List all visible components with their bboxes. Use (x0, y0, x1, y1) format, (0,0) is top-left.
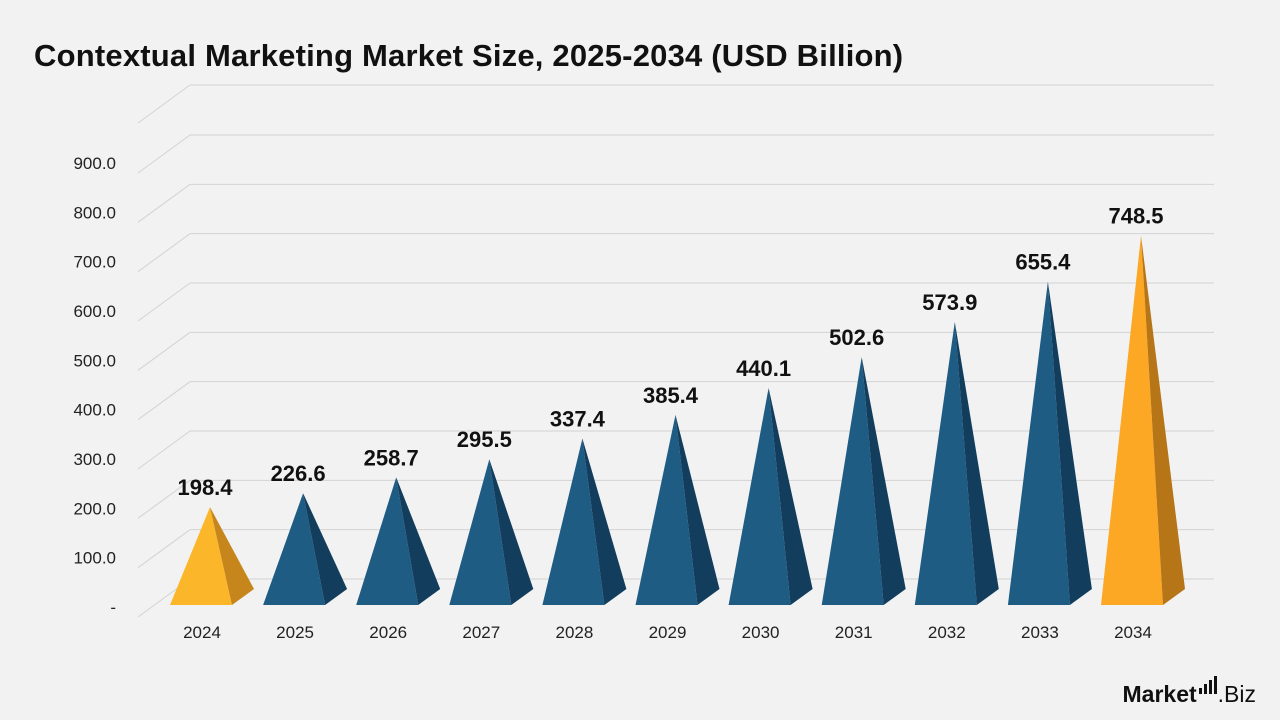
bar-front-face (356, 477, 419, 605)
bar-side-face (1047, 281, 1092, 605)
bar-front-face (542, 438, 605, 605)
bars (170, 235, 1185, 606)
grid-line-diagonal (137, 282, 191, 322)
value-label: 502.6 (829, 325, 884, 350)
logo-main-text: Market (1122, 681, 1197, 707)
bar-2033 (1007, 281, 1092, 605)
bar-side-face (303, 493, 348, 605)
y-tick-label: 500.0 (73, 351, 116, 370)
value-label: 748.5 (1108, 204, 1163, 229)
bar-front-face (821, 357, 884, 605)
chart-title: Contextual Marketing Market Size, 2025-2… (34, 38, 904, 73)
bar-2031 (821, 357, 906, 605)
bar-side-face (768, 387, 813, 605)
bar-side-face (861, 357, 906, 605)
y-tick-label: 300.0 (73, 450, 116, 469)
x-tick-label: 2028 (555, 623, 593, 642)
bar-side-face (582, 438, 627, 605)
x-tick-label: 2027 (462, 623, 500, 642)
bar-2028 (542, 438, 627, 605)
y-tick-label: 100.0 (73, 549, 116, 568)
x-tick-label: 2026 (369, 623, 407, 642)
x-tick-label: 2030 (742, 623, 780, 642)
value-label: 337.4 (550, 407, 606, 432)
bar-2026 (356, 477, 441, 605)
x-tick-label: 2024 (183, 623, 221, 642)
grid-line-diagonal (137, 233, 191, 273)
bar-side-face (489, 459, 534, 605)
grid-line-diagonal (137, 479, 191, 519)
grid-line-diagonal (137, 331, 191, 371)
value-label: 295.5 (457, 427, 512, 452)
bar-side-face (396, 477, 441, 605)
y-tick-label: 200.0 (73, 499, 116, 518)
x-tick-label: 2029 (649, 623, 687, 642)
y-tick-label: 800.0 (73, 203, 116, 222)
y-tick-label: 400.0 (73, 401, 116, 420)
value-labels: 198.4 226.6 258.7 295.5 337.4 385.4 440.1 502.6… (177, 204, 1163, 500)
y-tick-label: 900.0 (73, 154, 116, 173)
value-label: 226.6 (271, 461, 326, 486)
value-label: 573.9 (922, 290, 977, 315)
bar-2025 (263, 493, 348, 605)
y-axis-ticks: - 100.0 200.0 300.0 400.0 500.0 600.0 700.0 800.… (73, 154, 116, 617)
logo-suffix-text: .Biz (1217, 681, 1256, 707)
x-tick-label: 2032 (928, 623, 966, 642)
bar-2034 (1101, 235, 1185, 606)
grid-line-diagonal (137, 183, 191, 223)
bar-2027 (449, 459, 534, 605)
marketbiz-logo: Market .Biz (1122, 676, 1256, 708)
grid-line-diagonal (137, 134, 191, 174)
grid-line-diagonal (137, 381, 191, 421)
x-tick-label: 2025 (276, 623, 314, 642)
bar-front-face (263, 493, 326, 605)
bar-front-face (635, 414, 698, 605)
grid-line-diagonal (137, 529, 191, 569)
bar-front-face (728, 387, 791, 605)
bar-side-face (210, 507, 254, 605)
y-tick-label: 600.0 (73, 302, 116, 321)
bar-front-face (449, 459, 512, 605)
value-label: 655.4 (1015, 250, 1071, 275)
bar-front-face (914, 321, 977, 605)
y-tick-label: 700.0 (73, 253, 116, 272)
bar-side-face (1141, 235, 1185, 606)
bar-side-face (675, 414, 720, 605)
bar-side-face (954, 321, 999, 605)
grid-line-diagonal (137, 430, 191, 470)
value-label: 385.4 (643, 383, 699, 408)
bar-2030 (728, 387, 813, 605)
bar-2024 (170, 507, 254, 605)
value-label: 198.4 (177, 475, 233, 500)
x-axis-ticks: 2024 2025 2026 2027 2028 2029 2030 2031 2032 2033… (183, 623, 1152, 642)
bar-front-face (170, 507, 232, 605)
y-tick-label: - (110, 598, 116, 617)
grid-line-diagonal (137, 84, 191, 124)
bar-front-face (1007, 281, 1070, 605)
x-tick-label: 2033 (1021, 623, 1059, 642)
x-tick-label: 2034 (1114, 623, 1152, 642)
value-label: 258.7 (364, 445, 419, 470)
bar-front-face (1101, 235, 1163, 606)
x-tick-label: 2031 (835, 623, 873, 642)
bar-2032 (914, 321, 999, 605)
logo-bars-icon (1198, 676, 1217, 694)
value-label: 440.1 (736, 356, 791, 381)
bar-2029 (635, 414, 720, 605)
